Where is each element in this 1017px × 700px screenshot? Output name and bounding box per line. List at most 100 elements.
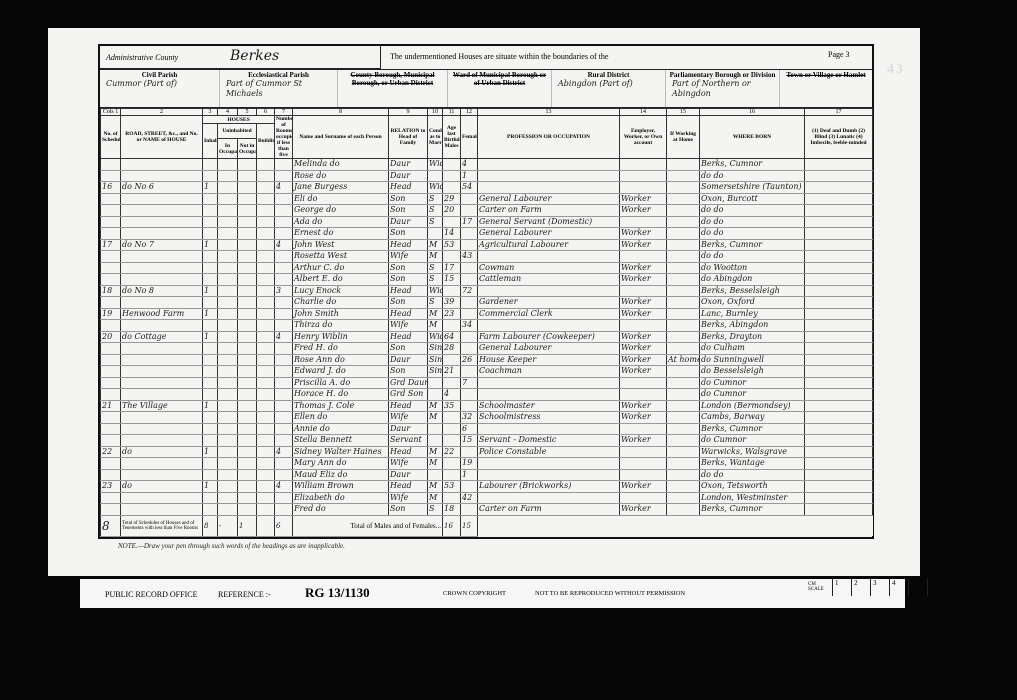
cell-relation: Daur <box>388 158 428 171</box>
table-row: Maud Eliz do Daur 1 do do <box>100 468 873 481</box>
table-row: Ellen do Wife M 32 Schoolmistress Worker Cambs… <box>100 411 873 424</box>
cell-age-male: 23 <box>442 307 461 320</box>
cell-in-occupation <box>217 273 238 286</box>
cell-condition: M <box>427 480 443 493</box>
column-header: If Working at Home <box>666 115 700 159</box>
cell-rooms: 3 <box>274 284 293 297</box>
admin-county-label: Administrative County <box>106 53 179 62</box>
cell-relation: Wife <box>388 491 428 504</box>
cell-schedule <box>100 273 121 286</box>
cell-building <box>256 204 275 217</box>
cell-employment <box>619 445 667 458</box>
cell-in-occupation <box>217 227 238 240</box>
cell-not-in-occupation <box>237 238 257 251</box>
cell-employment: Worker <box>619 261 667 274</box>
column-number: 4 <box>217 108 238 116</box>
cell-schedule: 17 <box>100 238 121 251</box>
copyright: CROWN COPYRIGHT <box>443 590 507 597</box>
cell-relation: Daur <box>388 422 428 435</box>
table-row: Ada do Daur S 17 General Servant (Domestic) d… <box>100 215 873 228</box>
cell-relation: Son <box>388 192 428 205</box>
cell-where-born: do do <box>699 169 805 182</box>
cell-rooms <box>274 215 293 228</box>
cell-relation: Wife <box>388 319 428 332</box>
cell-not-in-occupation <box>237 330 257 343</box>
cell-address <box>120 468 203 481</box>
cell-address <box>120 376 203 389</box>
cell-not-in-occupation <box>237 307 257 320</box>
cell-infirmity <box>804 399 873 412</box>
cell-occupation <box>477 319 620 332</box>
cell-rooms <box>274 307 293 320</box>
cell-schedule: 19 <box>100 307 121 320</box>
cell-relation: Daur <box>388 169 428 182</box>
cell-occupation <box>477 181 620 194</box>
table-row: Horace H. do Grd Son 4 do Cumnor <box>100 388 873 401</box>
cell-rooms <box>274 296 293 309</box>
cell-at-home <box>666 468 700 481</box>
cell-where-born: Lanc, Burnley <box>699 307 805 320</box>
cell-building <box>256 250 275 263</box>
cell-schedule <box>100 491 121 504</box>
cell-occupation: General Labourer <box>477 342 620 355</box>
cell-at-home <box>666 330 700 343</box>
cell-age-male: 22 <box>442 445 461 458</box>
cell-relation: Son <box>388 342 428 355</box>
cell-schedule <box>100 296 121 309</box>
cell-age-male: 18 <box>442 503 461 516</box>
cell-inhabited <box>202 192 218 205</box>
cell-occupation <box>477 169 620 182</box>
cell-at-home <box>666 296 700 309</box>
total-schedules: 8 <box>100 514 121 537</box>
cell-not-in-occupation <box>237 250 257 263</box>
cell-age-female <box>460 227 478 240</box>
cell-occupation: Labourer (Brickworks) <box>477 480 620 493</box>
cell-not-in-occupation <box>237 342 257 355</box>
office-label: PUBLIC RECORD OFFICE <box>105 590 198 599</box>
cell-building <box>256 238 275 251</box>
cell-at-home <box>666 181 700 194</box>
cell-age-female: 43 <box>460 250 478 263</box>
cell-address <box>120 227 203 240</box>
header-row: No. of ScheduleROAD, STREET, &c., and No… <box>100 115 873 159</box>
cell-inhabited <box>202 468 218 481</box>
cell-in-occupation <box>217 399 238 412</box>
cell-age-male <box>442 319 461 332</box>
table-row: 19 Henwood Farm 1 John Smith Head M 23 Commerci… <box>100 307 873 320</box>
cell-inhabited <box>202 227 218 240</box>
cell-relation: Son <box>388 204 428 217</box>
cell-at-home <box>666 215 700 228</box>
cell-inhabited <box>202 250 218 263</box>
cell-occupation: General Labourer <box>477 192 620 205</box>
cell-in-occupation <box>217 376 238 389</box>
cell-where-born: Berks, Drayton <box>699 330 805 343</box>
cell-name: Sidney Walter Haines <box>292 445 389 458</box>
cell-employment <box>619 284 667 297</box>
table-row: Rose Ann do Daur Sin 26 House Keeper Worker At… <box>100 353 873 366</box>
cell-address: do Cottage <box>120 330 203 343</box>
cell-schedule <box>100 250 121 263</box>
table-row: 22 do 1 4 Sidney Walter Haines Head M 22 Police … <box>100 445 873 458</box>
cell-where-born: Oxon, Tetsworth <box>699 480 805 493</box>
cell-employment: Worker <box>619 204 667 217</box>
cell-occupation: Police Constable <box>477 445 620 458</box>
cell-at-home <box>666 457 700 470</box>
total-inhabited: 8 <box>202 514 218 537</box>
cell-schedule <box>100 388 121 401</box>
column-header: In Occupation <box>217 138 238 159</box>
cell-infirmity <box>804 411 873 424</box>
total-males: 16 <box>442 514 461 537</box>
cell-occupation: Schoolmaster <box>477 399 620 412</box>
cell-occupation: Cowman <box>477 261 620 274</box>
cell-schedule <box>100 457 121 470</box>
cell-occupation: Carter on Farm <box>477 503 620 516</box>
cell-condition: Sin <box>427 342 443 355</box>
cell-inhabited <box>202 503 218 516</box>
census-form: Administrative County Berkes The underme… <box>98 44 874 539</box>
cell-address <box>120 365 203 378</box>
cell-name: Fred H. do <box>292 342 389 355</box>
cell-age-male: 29 <box>442 192 461 205</box>
cell-rooms <box>274 457 293 470</box>
